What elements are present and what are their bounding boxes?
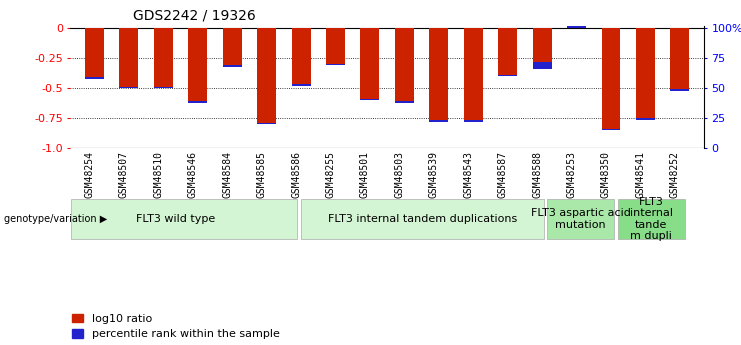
Bar: [395, 101, 414, 103]
Bar: [498, 75, 517, 76]
Bar: [567, 21, 586, 28]
Bar: [326, 28, 345, 66]
Bar: [533, 28, 551, 69]
Bar: [85, 77, 104, 79]
Bar: [257, 28, 276, 124]
Bar: [464, 120, 482, 122]
Bar: [154, 28, 173, 88]
Bar: [602, 28, 620, 130]
Bar: [119, 87, 139, 88]
FancyBboxPatch shape: [618, 199, 685, 239]
Text: FLT3 wild type: FLT3 wild type: [136, 214, 216, 224]
FancyBboxPatch shape: [71, 199, 297, 239]
Bar: [671, 89, 689, 91]
Bar: [429, 28, 448, 122]
Text: FLT3 internal tandem duplications: FLT3 internal tandem duplications: [328, 214, 517, 224]
FancyBboxPatch shape: [548, 199, 614, 239]
Bar: [257, 123, 276, 124]
Bar: [533, 62, 551, 69]
Bar: [636, 118, 655, 119]
Bar: [223, 65, 242, 67]
Bar: [188, 101, 207, 103]
Legend: log10 ratio, percentile rank within the sample: log10 ratio, percentile rank within the …: [72, 314, 280, 339]
Bar: [292, 28, 310, 86]
Text: FLT3
internal
tande
m dupli: FLT3 internal tande m dupli: [630, 197, 673, 241]
Bar: [671, 28, 689, 91]
Bar: [119, 28, 139, 88]
FancyBboxPatch shape: [301, 199, 544, 239]
Bar: [292, 85, 310, 86]
Bar: [188, 28, 207, 103]
Bar: [464, 28, 482, 122]
Bar: [85, 28, 104, 79]
Text: FLT3 aspartic acid
mutation: FLT3 aspartic acid mutation: [531, 208, 631, 230]
Text: genotype/variation ▶: genotype/variation ▶: [4, 214, 107, 224]
Bar: [602, 129, 620, 130]
Bar: [326, 64, 345, 66]
Bar: [360, 99, 379, 100]
Bar: [223, 28, 242, 67]
Bar: [429, 120, 448, 122]
Bar: [360, 28, 379, 100]
Text: GDS2242 / 19326: GDS2242 / 19326: [133, 9, 256, 23]
Bar: [154, 87, 173, 88]
Bar: [395, 28, 414, 103]
Bar: [636, 28, 655, 119]
Bar: [498, 28, 517, 76]
